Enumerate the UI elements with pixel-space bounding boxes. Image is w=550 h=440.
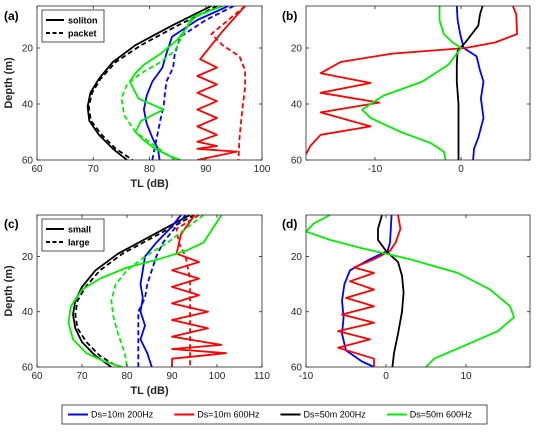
y-tick-label: 60	[22, 156, 34, 167]
series-line-2	[377, 215, 405, 367]
series-line-4	[171, 215, 227, 367]
axes-frame	[305, 5, 531, 161]
series-line-7	[120, 6, 223, 160]
panel-label: (a)	[4, 9, 19, 23]
series-line-2	[142, 6, 229, 160]
series-line-3	[151, 6, 235, 160]
y-tick-label: 60	[22, 363, 34, 374]
x-tick-label: -10	[368, 164, 383, 175]
panel-series-group	[67, 215, 227, 367]
series-line-1	[87, 6, 218, 160]
x-tick-label: 110	[254, 371, 270, 382]
x-axis-label: TL (dB)	[130, 385, 169, 397]
series-line-4	[196, 6, 246, 160]
y-tick-label: 20	[291, 44, 303, 55]
y-tick-label: 20	[22, 252, 34, 263]
y-axis-label: Depth (m)	[3, 265, 15, 317]
x-axis-label: TL (dB)	[130, 178, 169, 190]
series-line-2	[139, 215, 182, 367]
x-tick-label: 10	[460, 371, 472, 382]
bottom-legend-label: Ds=50m 200Hz	[304, 410, 367, 420]
y-axis-label: Depth (m)	[3, 57, 15, 109]
x-tick-label: 0	[383, 371, 389, 382]
series-line-2	[455, 6, 484, 160]
panel-label: (c)	[4, 217, 19, 231]
x-tick-label: 100	[209, 371, 226, 382]
panel-series-group	[306, 6, 518, 160]
panel-legend-box	[41, 9, 105, 43]
panel-legend: small large	[41, 218, 105, 252]
x-tick-label: 70	[76, 371, 88, 382]
series-line-6	[67, 215, 223, 367]
series-line-1	[74, 215, 195, 367]
panel-1: -10 0 20 40 60 (b)	[282, 5, 531, 175]
y-tick-label: 40	[22, 100, 34, 111]
y-tick-label: 40	[22, 307, 34, 318]
bottom-legend-box	[61, 404, 488, 425]
panel-3: -10 0 10 20 40 60 (d)	[282, 214, 531, 382]
x-tick-label: -10	[299, 371, 314, 382]
axes-frame	[305, 214, 531, 368]
series-line-6	[128, 6, 223, 160]
series-line-3	[137, 215, 187, 367]
y-tick-label: 20	[291, 252, 303, 263]
series-line-3	[306, 215, 515, 367]
x-tick-label: 100	[254, 164, 271, 175]
legend-label: soliton	[68, 16, 98, 26]
legend-label: small	[68, 225, 91, 235]
series-line-3	[361, 6, 463, 160]
series-line-5	[210, 6, 247, 160]
y-tick-label: 40	[291, 307, 303, 318]
x-tick-label: 0	[458, 164, 464, 175]
x-tick-label: 60	[31, 371, 43, 382]
panel-0: 60 70 80 90 100 20 40 60 TL (dB) Depth (m) (a) soli…	[3, 5, 271, 190]
x-tick-label: 80	[144, 164, 156, 175]
panel-legend-box	[41, 218, 105, 252]
series-line-0	[455, 6, 485, 160]
bottom-legend: Ds=10m 200Hz Ds=10m 600Hz Ds=50m 200Hz Ds=5…	[61, 404, 488, 425]
y-tick-label: 20	[22, 44, 34, 55]
bottom-legend-label: Ds=50m 600Hz	[410, 410, 473, 420]
bottom-legend-label: Ds=10m 600Hz	[197, 410, 260, 420]
x-tick-label: 60	[31, 164, 43, 175]
y-tick-label: 60	[291, 363, 303, 374]
panel-legend: soliton packet	[41, 9, 105, 43]
legend-label: large	[68, 238, 90, 248]
x-tick-label: 90	[166, 371, 178, 382]
series-line-5	[175, 215, 200, 367]
x-tick-label: 80	[121, 371, 133, 382]
panel-label: (b)	[282, 9, 297, 23]
x-tick-label: 70	[88, 164, 100, 175]
y-tick-label: 40	[291, 100, 303, 111]
series-line-7	[110, 215, 205, 367]
series-line-1	[337, 215, 402, 367]
panel-2: 60 70 80 90 100 110 20 40 60 TL (dB) Depth (m) (c) s…	[3, 214, 270, 397]
panel-series-group	[86, 6, 247, 160]
y-tick-label: 60	[291, 156, 303, 167]
bottom-legend-label: Ds=10m 200Hz	[91, 410, 154, 420]
panel-label: (d)	[282, 217, 297, 231]
x-tick-label: 90	[200, 164, 212, 175]
series-line-1	[306, 6, 518, 155]
panel-series-group	[306, 215, 515, 367]
axes-frame	[36, 214, 263, 368]
legend-label: packet	[68, 29, 97, 39]
series-line-0	[86, 6, 212, 160]
